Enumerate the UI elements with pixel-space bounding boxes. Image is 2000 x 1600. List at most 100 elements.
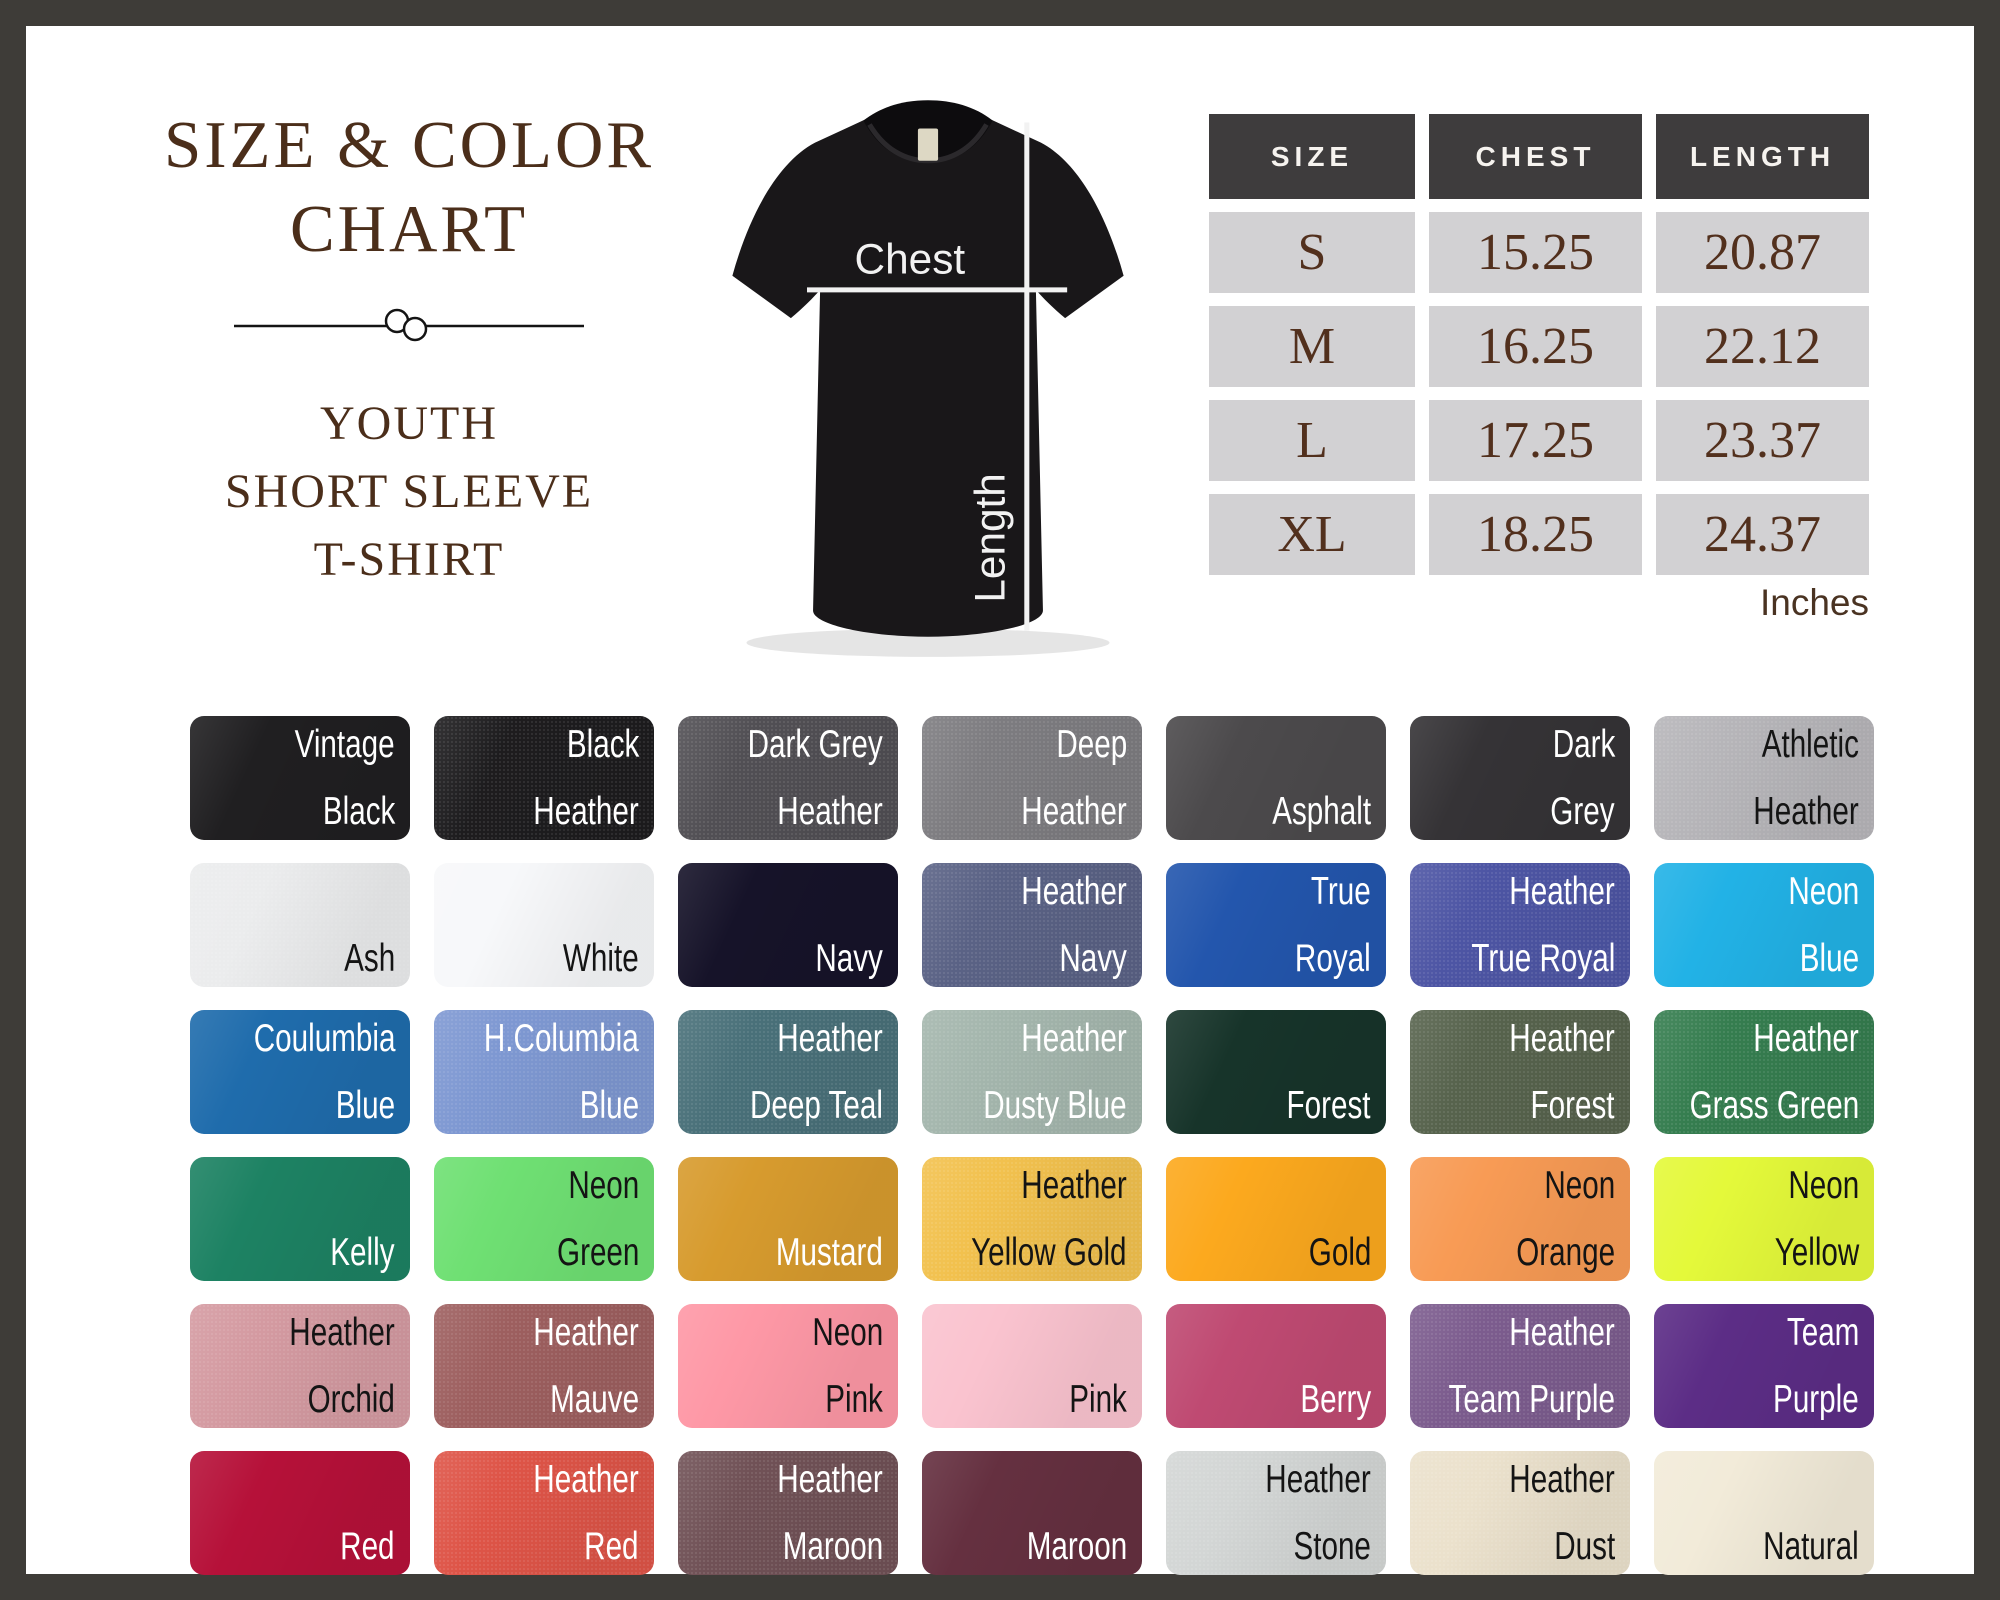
color-swatch-neon-green: Neon Green xyxy=(434,1157,654,1281)
swatch-label-line: Heather xyxy=(289,1311,395,1354)
color-swatch-dark-grey-heather: Dark Grey Heather xyxy=(678,716,898,840)
color-swatch-asphalt: Asphalt xyxy=(1166,716,1386,840)
divider-ornament xyxy=(234,308,584,341)
tshirt-diagram: Chest Length xyxy=(654,66,1202,671)
swatch-label-line: Orange xyxy=(1516,1231,1615,1275)
swatch-label-line: Grass Green xyxy=(1689,1084,1859,1128)
color-swatch-pink: Pink xyxy=(922,1304,1142,1428)
swatch-label-line: Dark xyxy=(1552,723,1615,766)
swatch-label-line: Black xyxy=(322,790,395,834)
swatch-label-line: Heather xyxy=(1021,1017,1127,1060)
swatch-label-line: Dusty Blue xyxy=(983,1084,1127,1128)
size-table-header: SIZE xyxy=(1209,114,1415,199)
color-swatch-heather-orchid: Heather Orchid xyxy=(190,1304,410,1428)
color-swatch-berry: Berry xyxy=(1166,1304,1386,1428)
swatch-label-line: Stone xyxy=(1293,1525,1371,1569)
collar-rib xyxy=(867,123,989,164)
swatch-label-line: Team xyxy=(1786,1311,1859,1354)
page-title-line1: SIZE & COLOR xyxy=(163,108,655,182)
swatch-label-line: Heather xyxy=(533,1458,639,1501)
neck-tag xyxy=(917,128,939,161)
swatch-label-line: Team Purple xyxy=(1448,1378,1615,1422)
title-block: SIZE & COLOR CHART YOUTH SHORT SLEEVE T-… xyxy=(134,104,684,594)
swatch-label-line: Forest xyxy=(1530,1084,1615,1128)
color-swatch-heather-grass-green: Heather Grass Green xyxy=(1654,1010,1874,1134)
swatch-label-line: Asphalt xyxy=(1272,790,1371,834)
color-swatch-heather-deep-teal: Heather Deep Teal xyxy=(678,1010,898,1134)
color-swatch-neon-pink: Neon Pink xyxy=(678,1304,898,1428)
swatch-label-line: Red xyxy=(584,1525,639,1569)
color-swatch-heather-yellow-gold: Heather Yellow Gold xyxy=(922,1157,1142,1281)
swatch-label-line: Red xyxy=(340,1525,395,1569)
color-swatch-heather-dusty-blue: Heather Dusty Blue xyxy=(922,1010,1142,1134)
swatch-label-line: Heather xyxy=(533,790,639,834)
color-swatch-true-royal: True Royal xyxy=(1166,863,1386,987)
swatch-label-line: Heather xyxy=(1509,1311,1615,1354)
size-table-cell: 16.25 xyxy=(1429,306,1642,387)
swatch-label-line: Royal xyxy=(1295,937,1371,981)
color-swatch-red: Red xyxy=(190,1451,410,1575)
color-swatch-athletic-heather: Athletic Heather xyxy=(1654,716,1874,840)
swatch-label-line: Heather xyxy=(1021,1164,1127,1207)
swatch-grid: Vintage Black Black Heather Dark Grey Heather… xyxy=(190,716,1874,1575)
subtitle-line1: YOUTH xyxy=(320,396,498,450)
swatch-label-line: Forest xyxy=(1286,1084,1371,1128)
size-table-cell: 15.25 xyxy=(1429,212,1642,293)
swatch-label-line: Navy xyxy=(815,937,883,981)
chest-label: Chest xyxy=(855,236,966,283)
swatch-label-line: True xyxy=(1311,870,1371,913)
color-swatch-vintage-black: Vintage Black xyxy=(190,716,410,840)
swatch-label-line: Yellow Gold xyxy=(971,1231,1127,1275)
color-swatch-heather-forest: Heather Forest xyxy=(1410,1010,1630,1134)
swatch-label-line: Mustard xyxy=(775,1231,883,1275)
swatch-label-line: Neon xyxy=(568,1164,639,1207)
swatch-label-line: Natural xyxy=(1763,1525,1859,1569)
color-swatch-heather-maroon: Heather Maroon xyxy=(678,1451,898,1575)
length-label: Length xyxy=(967,473,1014,603)
color-swatch-heather-true-royal: Heather True Royal xyxy=(1410,863,1630,987)
swatch-label-line: Pink xyxy=(825,1378,883,1422)
color-swatch-heather-red: Heather Red xyxy=(434,1451,654,1575)
color-swatch-heather-mauve: Heather Mauve xyxy=(434,1304,654,1428)
swatch-label-line: Gold xyxy=(1308,1231,1371,1275)
size-table-cell: M xyxy=(1209,306,1415,387)
size-table-cell: 20.87 xyxy=(1656,212,1869,293)
color-swatch-heather-stone: Heather Stone xyxy=(1166,1451,1386,1575)
unit-label: Inches xyxy=(1759,582,1869,623)
size-table-cell: L xyxy=(1209,400,1415,481)
size-table: SIZE CHEST LENGTH S 15.25 20.87 M 16.25 22.12 L 17… xyxy=(1209,114,1869,575)
color-swatch-heather-team-purple: Heather Team Purple xyxy=(1410,1304,1630,1428)
swatch-label-line: Orchid xyxy=(307,1378,395,1422)
color-swatch-mustard: Mustard xyxy=(678,1157,898,1281)
color-swatch-black-heather: Black Heather xyxy=(434,716,654,840)
swatch-label-line: Blue xyxy=(335,1084,395,1128)
color-swatch-neon-yellow: Neon Yellow xyxy=(1654,1157,1874,1281)
shirt-shadow xyxy=(746,628,1110,657)
swatch-label-line: Heather xyxy=(1265,1458,1371,1501)
color-swatch-dark-grey: Dark Grey xyxy=(1410,716,1630,840)
swatch-label-line: Blue xyxy=(1799,937,1859,981)
swatch-label-line: Blue xyxy=(579,1084,639,1128)
swatch-label-line: Athletic xyxy=(1761,723,1859,766)
swatch-label-line: Maroon xyxy=(782,1525,883,1569)
swatch-label-line: Heather xyxy=(777,790,883,834)
swatch-label-line: Heather xyxy=(533,1311,639,1354)
tshirt-shape xyxy=(732,102,1124,637)
size-table-cell: 18.25 xyxy=(1429,494,1642,575)
swatch-label-line: True Royal xyxy=(1471,937,1615,981)
swatch-label-line: Mauve xyxy=(550,1378,639,1422)
swatch-label-line: Berry xyxy=(1300,1378,1371,1422)
swatch-label-line: Coulumbia xyxy=(253,1017,395,1060)
swatch-label-line: Deep xyxy=(1056,723,1127,766)
swatch-label-line: Dark Grey xyxy=(747,723,883,766)
size-table-cell: XL xyxy=(1209,494,1415,575)
swatch-label-line: Kelly xyxy=(330,1231,395,1275)
size-table-cell: S xyxy=(1209,212,1415,293)
color-swatch-kelly: Kelly xyxy=(190,1157,410,1281)
swatch-label-line: Heather xyxy=(1509,1458,1615,1501)
swatch-label-line: Heather xyxy=(1021,790,1127,834)
swatch-label-line: Heather xyxy=(1753,790,1859,834)
swatch-label-line: Heather xyxy=(1509,870,1615,913)
swatch-label-line: Vintage xyxy=(295,723,395,766)
